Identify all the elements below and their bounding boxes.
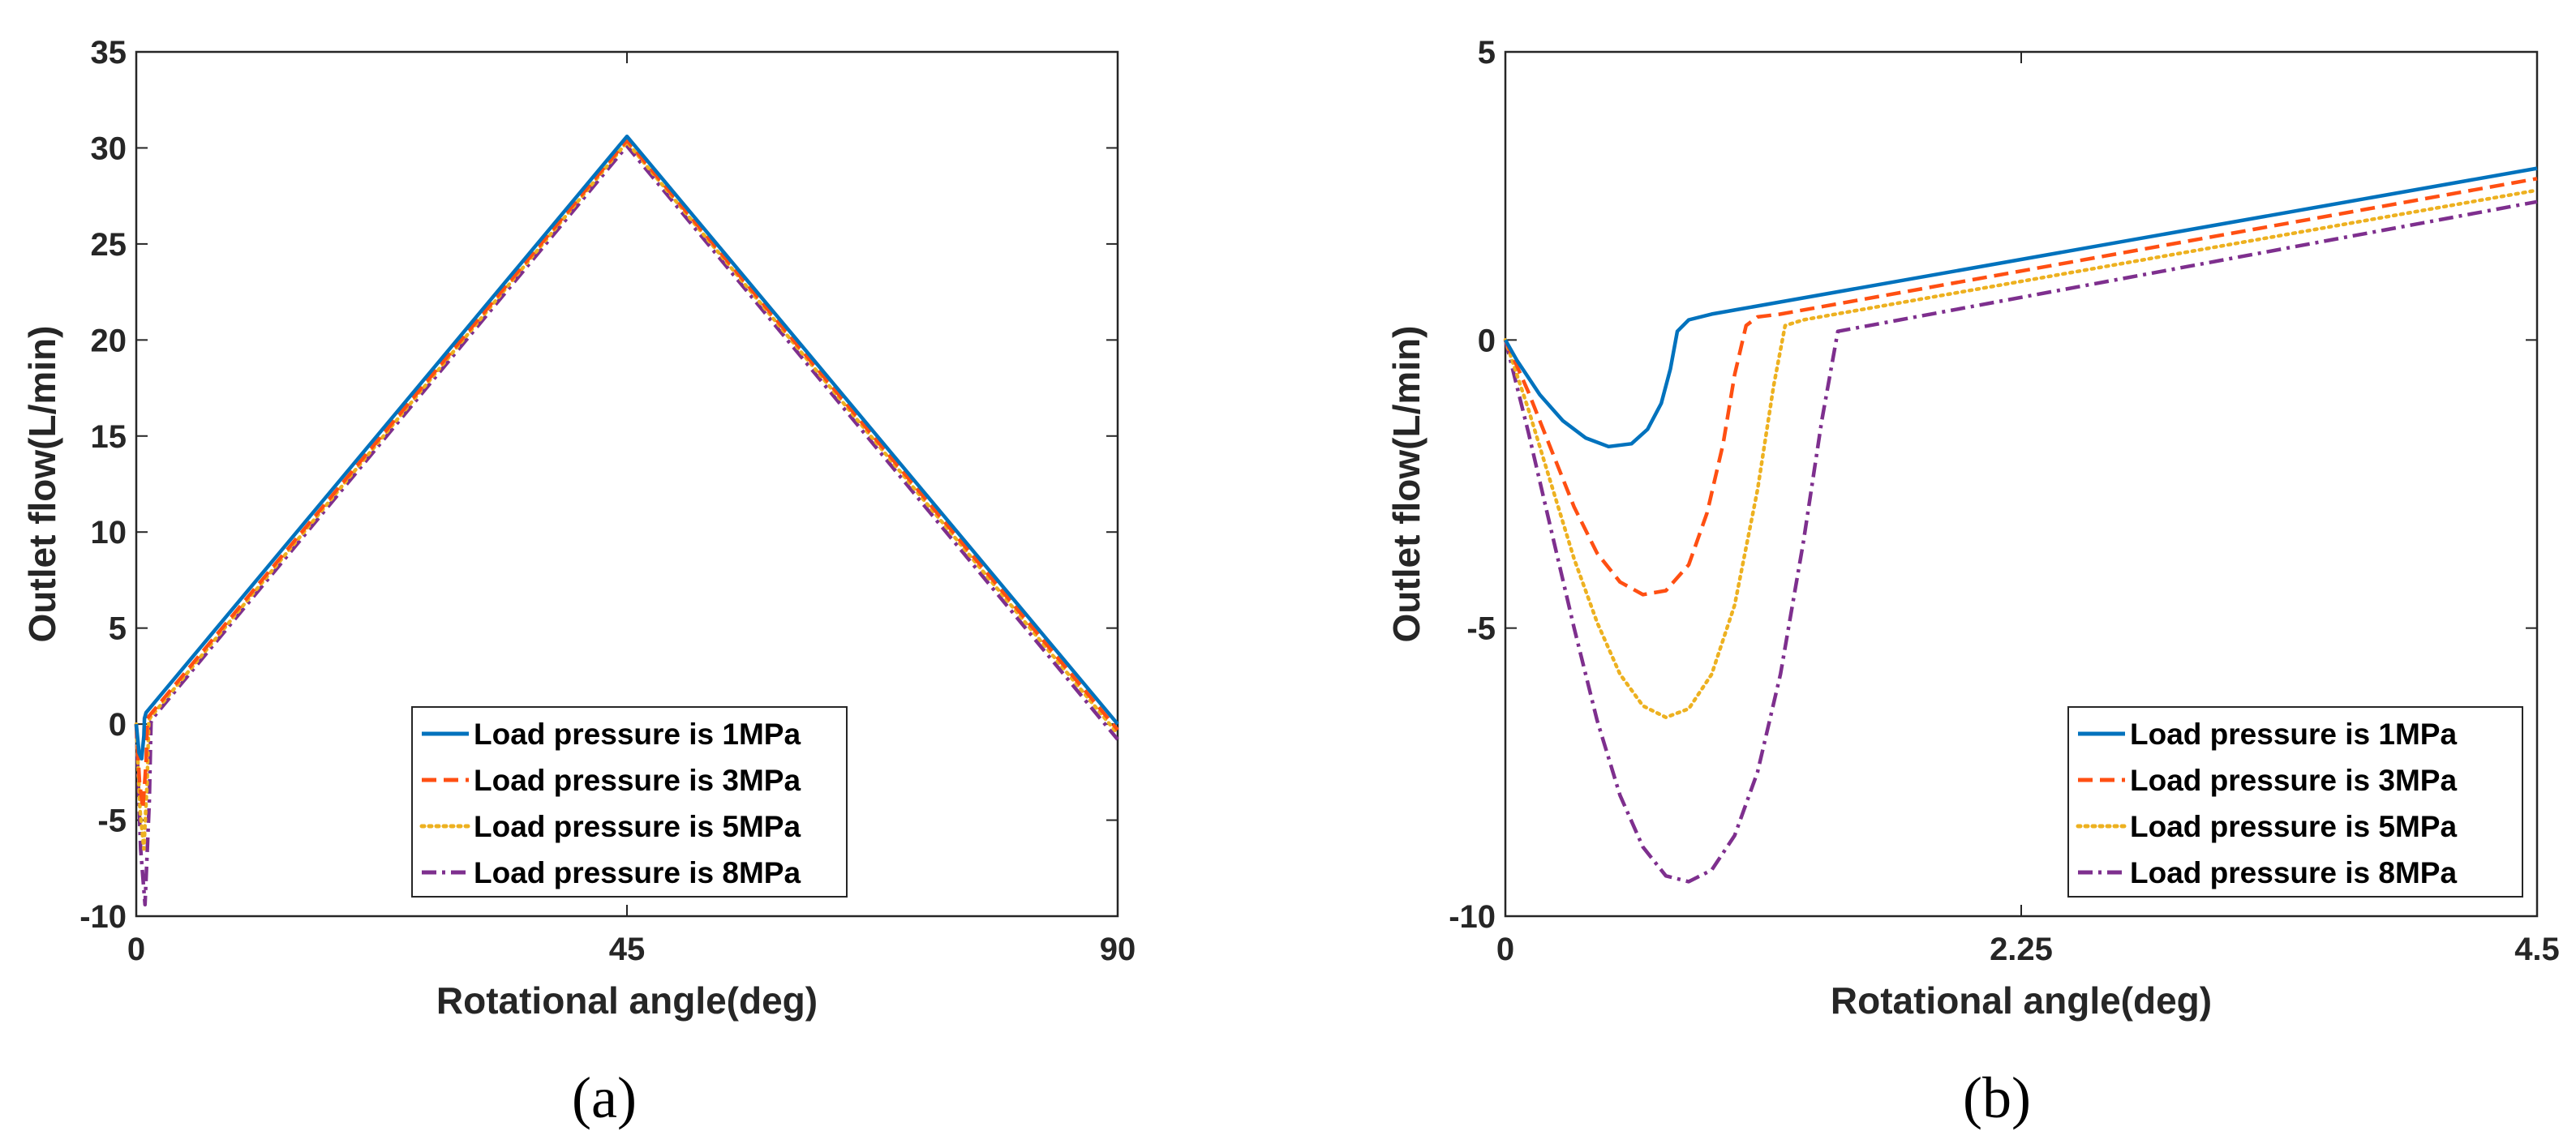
panel-b-legend-label-4: Load pressure is 8MPa	[2130, 856, 2457, 889]
panel-a-legend-label-4: Load pressure is 8MPa	[474, 856, 801, 889]
panel-b-y-tick-label: 5	[1478, 35, 1496, 71]
panel-b-y-tick-label: -5	[1466, 611, 1496, 647]
panel-a-x-axis-label: Rotational angle(deg)	[436, 979, 818, 1022]
panel-b-caption: (b)	[1963, 1065, 2031, 1130]
panel-a-series-line-4	[134, 144, 1119, 907]
panel-b-legend-box	[2067, 706, 2523, 898]
panel-a-ticks: -10 -5 0 5 10 15 20 25 30 35 0 45 90	[79, 35, 1136, 967]
panel-a-y-tick-label: 5	[109, 611, 127, 647]
panel-a-y-tick-label: -10	[79, 899, 127, 935]
panel-b-legend-label-3: Load pressure is 5MPa	[2130, 810, 2457, 843]
panel-a-legend-box	[411, 706, 848, 898]
panel-a-x-tick-label: 0	[127, 932, 145, 967]
panel-a: -10 -5 0 5 10 15 20 25 30 35 0 45 90 Rotational angl…	[21, 35, 1136, 1130]
panel-b-x-axis-label: Rotational angle(deg)	[1831, 979, 2212, 1022]
panel-b-series-line-4	[1503, 199, 2538, 884]
panel-a-legend-label-3: Load pressure is 5MPa	[474, 810, 801, 843]
panel-a-y-tick-label: 35	[91, 35, 127, 71]
panel-a-x-tick-label: 45	[609, 932, 646, 967]
panel-b-lines	[1503, 166, 2540, 884]
panel-b-series-line-1	[1504, 166, 2538, 449]
panel-a-y-tick-label: 25	[91, 227, 127, 263]
panel-b-y-axis-label: Outlet flow(L/min)	[1385, 326, 1428, 643]
panel-a-y-tick-label: 10	[91, 515, 127, 551]
panel-a-y-tick-label: 15	[91, 419, 127, 455]
panel-a-series-line-2	[134, 138, 1119, 811]
panel-a-legend-label-1: Load pressure is 1MPa	[474, 718, 801, 751]
panel-a-series-line-1	[134, 134, 1119, 761]
panel-b-x-tick-label: 0	[1496, 932, 1514, 967]
panel-a-y-tick-label: -5	[97, 803, 127, 839]
panel-a-caption: (a)	[572, 1065, 637, 1130]
panel-b-ticks: -10 -5 0 5 0 2.25 4.5	[1449, 35, 2560, 967]
panel-b-legend-label-1: Load pressure is 1MPa	[2130, 718, 2457, 751]
panel-a-y-tick-label: 30	[91, 131, 127, 166]
panel-b-legend: Load pressure is 1MPa Load pressure is 3…	[2067, 706, 2523, 898]
panel-b-legend-label-2: Load pressure is 3MPa	[2130, 764, 2457, 797]
panel-a-legend: Load pressure is 1MPa Load pressure is 3…	[411, 706, 848, 898]
panel-a-y-tick-label: 20	[91, 323, 127, 358]
panel-a-lines	[134, 134, 1120, 907]
panel-b-x-tick-label: 2.25	[1990, 932, 2053, 967]
panel-b-y-tick-label: -10	[1449, 899, 1496, 935]
panel-b-series-line-2	[1503, 177, 2538, 597]
panel-a-y-tick-label: 0	[109, 707, 127, 743]
panel-b: -10 -5 0 5 0 2.25 4.5 Rotational angle(deg) Ou…	[1385, 35, 2560, 1130]
panel-a-x-tick-label: 90	[1100, 932, 1136, 967]
panel-b-x-tick-label: 4.5	[2514, 932, 2560, 967]
panel-b-y-tick-label: 0	[1478, 323, 1496, 358]
panel-a-legend-label-2: Load pressure is 3MPa	[474, 764, 801, 797]
panel-b-series-line-3	[1503, 188, 2540, 720]
panel-a-y-axis-label: Outlet flow(L/min)	[21, 326, 63, 643]
